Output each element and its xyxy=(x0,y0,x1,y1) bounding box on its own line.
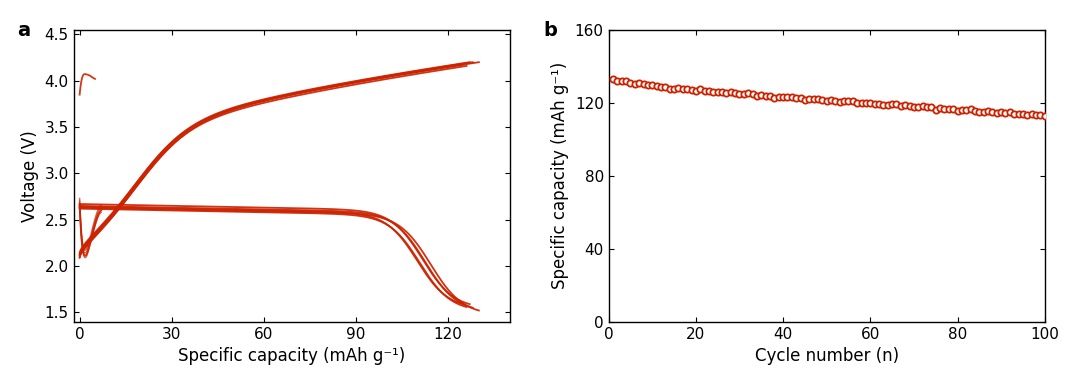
Text: b: b xyxy=(543,21,557,40)
Text: a: a xyxy=(17,21,30,40)
X-axis label: Specific capacity (mAh g⁻¹): Specific capacity (mAh g⁻¹) xyxy=(178,347,405,365)
X-axis label: Cycle number (n): Cycle number (n) xyxy=(755,347,899,365)
Y-axis label: Voltage (V): Voltage (V) xyxy=(21,130,39,222)
Y-axis label: Specific capacity (mAh g⁻¹): Specific capacity (mAh g⁻¹) xyxy=(551,62,569,290)
